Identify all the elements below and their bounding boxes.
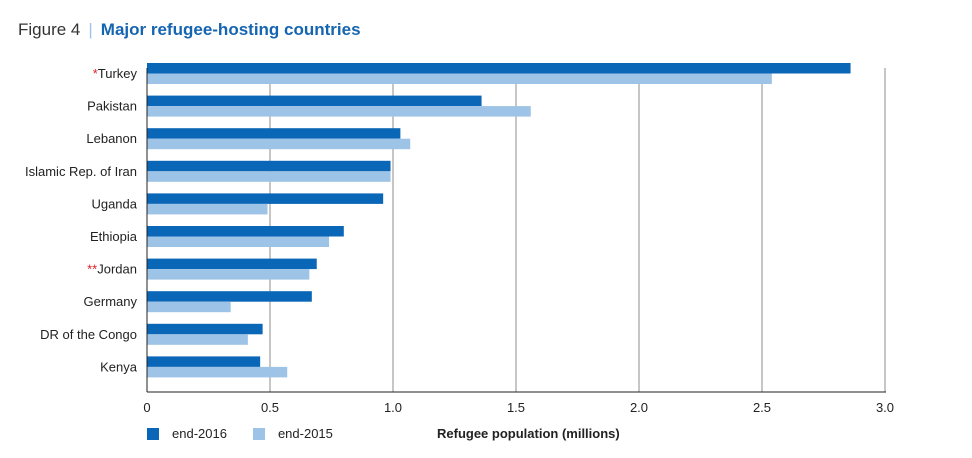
x-tick-label: 0.5: [261, 400, 279, 415]
chart-title: Major refugee-hosting countries: [100, 20, 361, 39]
category-label: Uganda: [91, 196, 137, 211]
asterisk-marker: *: [93, 66, 98, 81]
x-tick-label: 0: [143, 400, 150, 415]
category-label: **Jordan: [87, 262, 137, 277]
asterisk-marker: **: [87, 262, 97, 277]
category-name: Ethiopia: [90, 229, 138, 244]
bar-end-2016-islamic-rep-of-iran: [147, 160, 391, 172]
bar-end-2015-kenya: [147, 366, 288, 378]
legend: end-2016 end-2015: [147, 426, 359, 441]
category-label: Pakistan: [87, 99, 137, 114]
legend-swatch-end-2016: [147, 427, 159, 440]
legend-label-end-2015: end-2015: [277, 426, 333, 441]
category-name: Jordan: [97, 262, 137, 277]
bar-end-2016-uganda: [147, 193, 384, 204]
x-axis-label: Refugee population (millions): [437, 426, 620, 441]
bar-end-2016-dr-of-the-congo: [147, 323, 263, 335]
bar-end-2015-lebanon: [147, 138, 411, 150]
bar-end-2016-pakistan: [147, 95, 482, 107]
legend-item-end-2015: end-2015: [252, 426, 333, 441]
bar-end-2016-germany: [147, 291, 312, 302]
title-separator: |: [88, 20, 93, 39]
category-label: Lebanon: [86, 131, 137, 146]
figure-number: Figure 4: [18, 20, 81, 39]
bar-end-2015-uganda: [147, 203, 268, 215]
category-name: Kenya: [100, 359, 138, 374]
category-label: Kenya: [100, 359, 138, 374]
x-tick-label: 3.0: [876, 400, 894, 415]
x-tick-label: 1.5: [507, 400, 525, 415]
category-name: DR of the Congo: [40, 327, 137, 342]
category-label: Ethiopia: [90, 229, 138, 244]
bar-end-2015-dr-of-the-congo: [147, 334, 248, 345]
bar-end-2015-germany: [147, 301, 231, 313]
bar-end-2016-turkey: [147, 63, 851, 74]
bar-end-2015-pakistan: [147, 106, 531, 117]
legend-item-end-2016: end-2016: [147, 426, 227, 441]
category-name: Turkey: [98, 66, 138, 81]
category-label: DR of the Congo: [40, 327, 137, 342]
figure-header: Figure 4 | Major refugee-hosting countries: [18, 20, 361, 40]
legend-swatch-end-2015: [252, 427, 265, 440]
category-name: Pakistan: [87, 99, 137, 114]
bar-end-2015-ethiopia: [147, 236, 330, 247]
legend-label-end-2016: end-2016: [172, 426, 227, 441]
bar-end-2015-islamic-rep-of-iran: [147, 171, 391, 182]
category-label: Islamic Rep. of Iran: [25, 164, 137, 179]
category-label: Germany: [84, 294, 138, 309]
bar-end-2016-lebanon: [147, 128, 401, 139]
bar-end-2016-ethiopia: [147, 226, 344, 237]
bar-end-2015-jordan: [147, 269, 310, 280]
bar-end-2015-turkey: [147, 73, 772, 84]
category-label: *Turkey: [93, 66, 138, 81]
x-tick-label: 2.5: [753, 400, 771, 415]
category-name: Uganda: [91, 196, 137, 211]
x-tick-label: 1.0: [384, 400, 402, 415]
category-name: Islamic Rep. of Iran: [25, 164, 137, 179]
category-name: Lebanon: [86, 131, 137, 146]
bar-end-2016-jordan: [147, 258, 317, 270]
category-name: Germany: [84, 294, 138, 309]
x-tick-label: 2.0: [630, 400, 648, 415]
bar-end-2016-kenya: [147, 356, 261, 367]
